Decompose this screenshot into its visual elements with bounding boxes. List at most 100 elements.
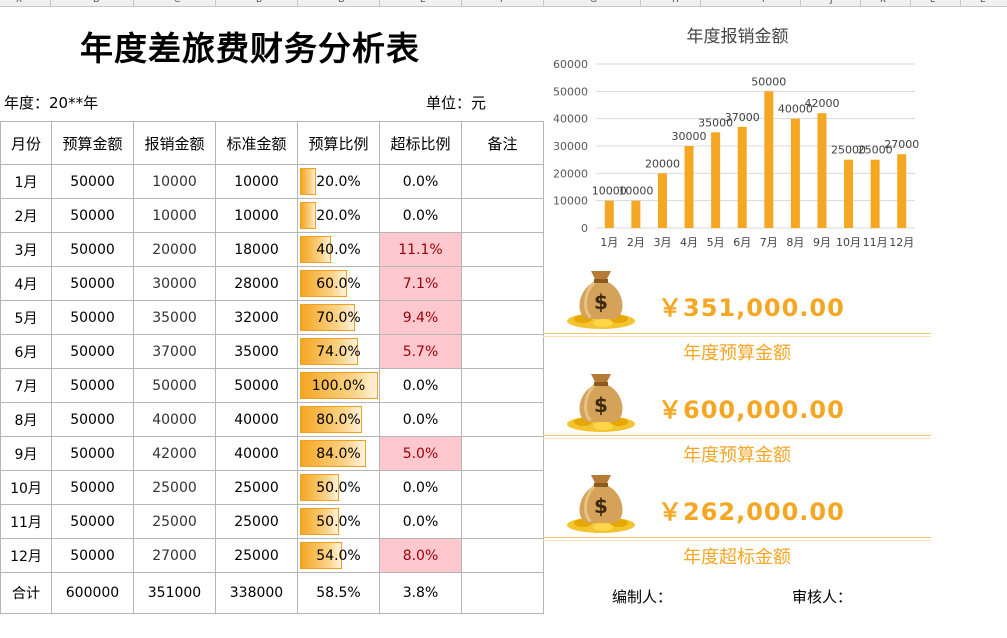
standard-cell[interactable]: 25000	[215, 504, 298, 539]
total-note-cell[interactable]	[461, 572, 544, 614]
reimbursement-cell[interactable]: 30000	[133, 266, 216, 301]
budget-ratio-cell[interactable]: 20.0%	[297, 198, 380, 233]
note-cell[interactable]	[461, 300, 544, 335]
over-ratio-cell[interactable]: 0.0%	[379, 470, 462, 505]
note-cell[interactable]	[461, 436, 544, 471]
month-cell[interactable]: 9月	[0, 436, 52, 471]
budget-cell[interactable]: 50000	[51, 538, 134, 573]
reimbursement-cell[interactable]: 37000	[133, 334, 216, 369]
note-cell[interactable]	[461, 164, 544, 199]
column-header-cell[interactable]: 标准金额	[215, 121, 298, 165]
note-cell[interactable]	[461, 266, 544, 301]
total-reimbursement-cell[interactable]: 351000	[133, 572, 216, 614]
reimbursement-cell[interactable]: 40000	[133, 402, 216, 437]
budget-cell[interactable]: 50000	[51, 232, 134, 267]
over-ratio-cell[interactable]: 5.7%	[379, 334, 462, 369]
column-header-cell[interactable]: 报销金额	[133, 121, 216, 165]
month-cell[interactable]: 7月	[0, 368, 52, 403]
note-cell[interactable]	[461, 470, 544, 505]
reimbursement-cell[interactable]: 42000	[133, 436, 216, 471]
budget-ratio-cell[interactable]: 54.0%	[297, 538, 380, 573]
month-cell[interactable]: 5月	[0, 300, 52, 335]
column-letter[interactable]: J	[830, 0, 833, 5]
column-header-cell[interactable]: 月份	[0, 121, 52, 165]
budget-ratio-cell[interactable]: 60.0%	[297, 266, 380, 301]
reimbursement-cell[interactable]: 27000	[133, 538, 216, 573]
reimbursement-cell[interactable]: 20000	[133, 232, 216, 267]
note-cell[interactable]	[461, 232, 544, 267]
month-cell[interactable]: 8月	[0, 402, 52, 437]
total-budget-cell[interactable]: 600000	[51, 572, 134, 614]
budget-cell[interactable]: 50000	[51, 334, 134, 369]
budget-ratio-cell[interactable]: 40.0%	[297, 232, 380, 267]
column-letter[interactable]: X	[16, 0, 23, 5]
budget-ratio-cell[interactable]: 80.0%	[297, 402, 380, 437]
month-cell[interactable]: 12月	[0, 538, 52, 573]
standard-cell[interactable]: 10000	[215, 198, 298, 233]
column-letter[interactable]: C	[174, 0, 181, 5]
month-cell[interactable]: 6月	[0, 334, 52, 369]
column-header-cell[interactable]: 超标比例	[379, 121, 462, 165]
column-header-cell[interactable]: 预算金额	[51, 121, 134, 165]
over-ratio-cell[interactable]: 9.4%	[379, 300, 462, 335]
standard-cell[interactable]: 50000	[215, 368, 298, 403]
month-cell[interactable]: 11月	[0, 504, 52, 539]
budget-cell[interactable]: 50000	[51, 300, 134, 335]
reimbursement-cell[interactable]: 10000	[133, 164, 216, 199]
column-letter[interactable]: K	[880, 0, 886, 5]
standard-cell[interactable]: 40000	[215, 436, 298, 471]
standard-cell[interactable]: 35000	[215, 334, 298, 369]
note-cell[interactable]	[461, 504, 544, 539]
total-ratio-cell[interactable]: 58.5%	[297, 572, 380, 614]
column-letter[interactable]: H	[672, 0, 679, 5]
over-ratio-cell[interactable]: 0.0%	[379, 402, 462, 437]
reimbursement-cell[interactable]: 35000	[133, 300, 216, 335]
reimbursement-cell[interactable]: 25000	[133, 504, 216, 539]
column-letter[interactable]: E	[980, 0, 986, 5]
column-letter[interactable]: B	[256, 0, 263, 5]
month-cell[interactable]: 2月	[0, 198, 52, 233]
reimbursement-cell[interactable]: 25000	[133, 470, 216, 505]
budget-cell[interactable]: 50000	[51, 504, 134, 539]
month-cell[interactable]: 3月	[0, 232, 52, 267]
over-ratio-cell[interactable]: 8.0%	[379, 538, 462, 573]
column-letter[interactable]: D	[338, 0, 345, 5]
budget-ratio-cell[interactable]: 20.0%	[297, 164, 380, 199]
budget-ratio-cell[interactable]: 50.0%	[297, 470, 380, 505]
column-header-cell[interactable]: 备注	[461, 121, 544, 165]
budget-cell[interactable]: 50000	[51, 164, 134, 199]
budget-ratio-cell[interactable]: 100.0%	[297, 368, 380, 403]
standard-cell[interactable]: 10000	[215, 164, 298, 199]
over-ratio-cell[interactable]: 0.0%	[379, 504, 462, 539]
over-ratio-cell[interactable]: 11.1%	[379, 232, 462, 267]
over-ratio-cell[interactable]: 0.0%	[379, 368, 462, 403]
month-cell[interactable]: 10月	[0, 470, 52, 505]
total-standard-cell[interactable]: 338000	[215, 572, 298, 614]
over-ratio-cell[interactable]: 0.0%	[379, 198, 462, 233]
reimbursement-cell[interactable]: 10000	[133, 198, 216, 233]
column-letter[interactable]: F	[500, 0, 506, 5]
column-letter[interactable]: I	[762, 0, 765, 5]
column-letter[interactable]: E	[420, 0, 426, 5]
column-letter[interactable]: D	[93, 0, 100, 5]
note-cell[interactable]	[461, 538, 544, 573]
column-letter[interactable]: L	[930, 0, 936, 5]
budget-ratio-cell[interactable]: 74.0%	[297, 334, 380, 369]
budget-ratio-cell[interactable]: 70.0%	[297, 300, 380, 335]
standard-cell[interactable]: 28000	[215, 266, 298, 301]
over-ratio-cell[interactable]: 0.0%	[379, 164, 462, 199]
reimbursement-cell[interactable]: 50000	[133, 368, 216, 403]
standard-cell[interactable]: 25000	[215, 470, 298, 505]
budget-ratio-cell[interactable]: 50.0%	[297, 504, 380, 539]
budget-cell[interactable]: 50000	[51, 436, 134, 471]
column-letter[interactable]: G	[590, 0, 597, 5]
note-cell[interactable]	[461, 368, 544, 403]
budget-cell[interactable]: 50000	[51, 198, 134, 233]
month-cell[interactable]: 1月	[0, 164, 52, 199]
month-cell[interactable]: 4月	[0, 266, 52, 301]
note-cell[interactable]	[461, 334, 544, 369]
budget-cell[interactable]: 50000	[51, 368, 134, 403]
standard-cell[interactable]: 32000	[215, 300, 298, 335]
note-cell[interactable]	[461, 402, 544, 437]
total-label-cell[interactable]: 合计	[0, 572, 52, 614]
